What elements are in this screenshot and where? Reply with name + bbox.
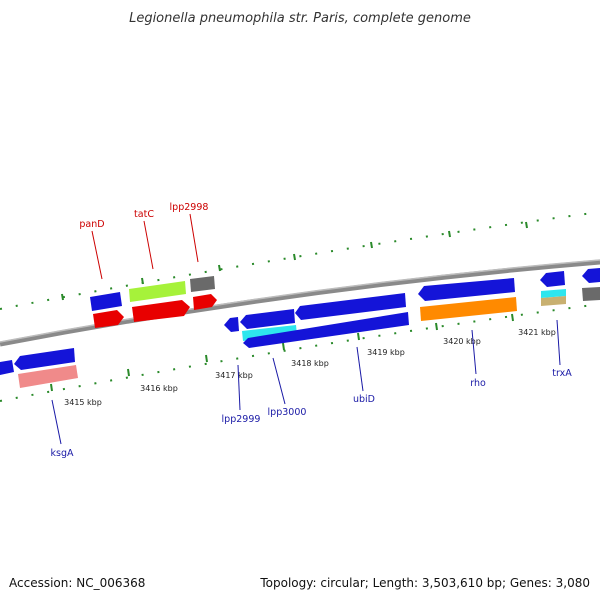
gene-label-lpp2998: lpp2998	[170, 202, 209, 213]
gene-block-ksgA	[18, 365, 78, 388]
gene-block-tatC-green	[129, 281, 186, 302]
gene-block-lpp3000-blue	[240, 309, 295, 329]
outer-tick-row	[0, 211, 600, 310]
reverse-genes	[0, 268, 600, 388]
gene-block-rho	[420, 297, 517, 321]
gene-label-panD: panD	[79, 219, 104, 230]
gene-block-rho-blue	[418, 278, 515, 301]
gene-block-lpp2998	[193, 294, 217, 310]
tick-label-3416: 3416 kbp	[140, 384, 178, 393]
forward-gene-labels: panD tatC lpp2998	[79, 202, 208, 230]
accession-text: Accession: NC_006368	[9, 576, 145, 590]
gene-block-panD-blue	[90, 292, 122, 311]
tick-labels: 3415 kbp 3416 kbp 3417 kbp 3418 kbp 3419…	[64, 328, 556, 407]
gene-block-ubiD-upper	[295, 293, 406, 320]
inner-tick-row	[0, 303, 600, 402]
gene-label-trxA: trxA	[552, 368, 572, 379]
gene-block-panD	[93, 310, 124, 328]
reverse-leaders	[51, 319, 561, 445]
tick-label-3419: 3419 kbp	[367, 348, 405, 357]
reverse-gene-labels: ksgA lpp2999 lpp3000 ubiD rho trxA	[51, 368, 573, 459]
gene-block-ksgA-blue	[14, 348, 75, 370]
tick-label-3415: 3415 kbp	[64, 398, 102, 407]
gene-label-lpp2999: lpp2999	[222, 414, 261, 425]
gene-label-rho: rho	[470, 378, 486, 389]
map-title: Legionella pneumophila str. Paris, compl…	[129, 11, 471, 26]
tick-label-3421: 3421 kbp	[518, 328, 556, 337]
gene-block-lpp2999	[224, 317, 239, 332]
gene-label-ksgA: ksgA	[51, 448, 74, 459]
gene-block-trxA-blue	[540, 271, 565, 287]
gene-label-ubiD: ubiD	[353, 394, 375, 405]
genome-summary-text: Topology: circular; Length: 3,503,610 bp…	[259, 576, 590, 590]
gene-label-tatC: tatC	[134, 209, 154, 220]
gene-block-left-edge	[0, 360, 14, 375]
gene-block-trxA-cyan	[541, 289, 566, 298]
tick-label-3418: 3418 kbp	[291, 359, 329, 368]
major-ticks	[50, 221, 528, 392]
gene-block-lpp2998-gray	[190, 276, 215, 292]
gene-block-trxA-tan	[541, 296, 566, 306]
gene-block-right-edge-gray	[582, 287, 600, 301]
tick-label-3417: 3417 kbp	[215, 371, 253, 380]
forward-genes	[90, 276, 217, 328]
forward-leaders	[91, 213, 199, 280]
gene-block-tatC	[132, 300, 190, 322]
gene-block-ubiD	[243, 312, 409, 348]
tick-label-3420: 3420 kbp	[443, 337, 481, 346]
gene-block-right-edge-blue	[582, 268, 600, 283]
genome-backbone	[0, 259, 600, 347]
gene-label-lpp3000: lpp3000	[268, 407, 307, 418]
